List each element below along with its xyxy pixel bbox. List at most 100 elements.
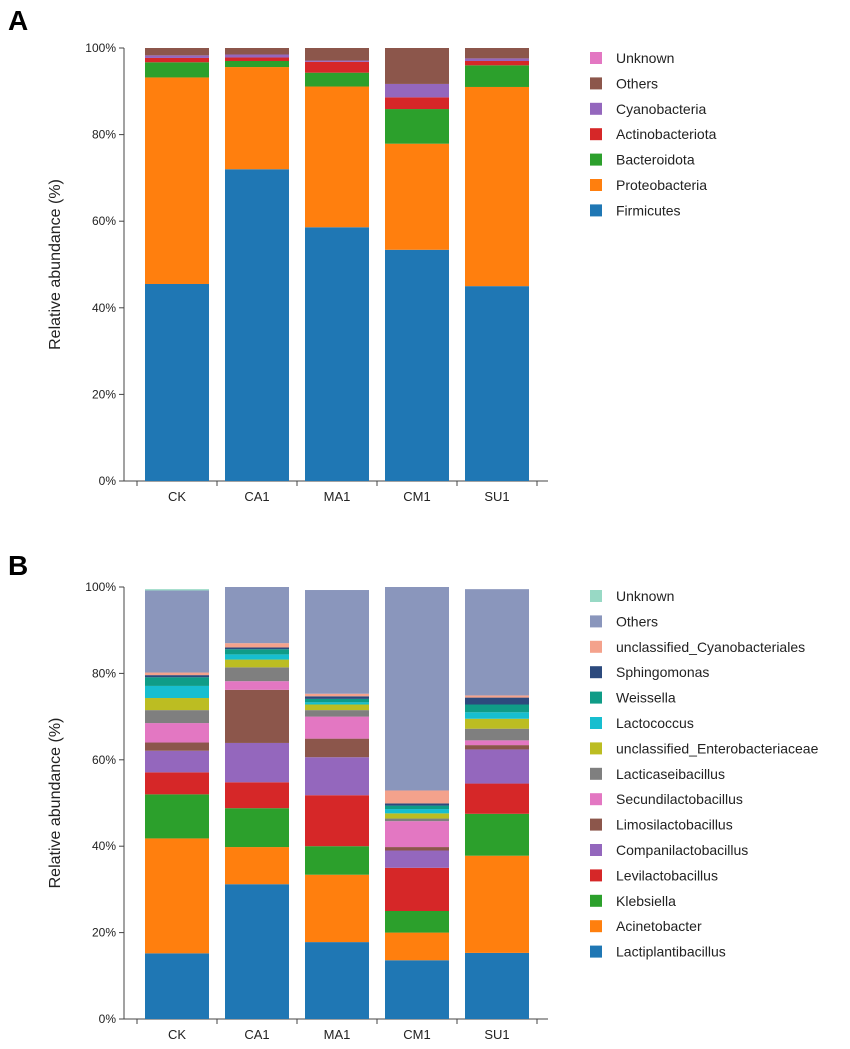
panel-b-bar-segment (225, 667, 289, 682)
panel-b-category-label: CM1 (403, 1027, 430, 1042)
panel-b-bar-segment (145, 590, 209, 673)
panel-a-bar-segment (385, 48, 449, 84)
panel-b-bar-segment (385, 809, 449, 814)
panel-b-bar-segment (305, 704, 369, 711)
panel-b-bar-segment (225, 742, 289, 783)
panel-b-bar-segment (385, 805, 449, 810)
panel-b-letter: B (8, 550, 28, 581)
panel-b-bar-segment (225, 587, 289, 644)
panel-b-legend-label: Companilactobacillus (616, 842, 748, 858)
panel-b-legend-label: Others (616, 613, 658, 629)
panel-b-legend-label: Limosilactobacillus (616, 817, 733, 833)
panel-a-bar-segment (225, 169, 289, 482)
panel-b-bar-segment (225, 847, 289, 885)
panel-b-bar-segment (305, 702, 369, 705)
panel-b-bar-segment (385, 818, 449, 822)
panel-b-bar-segment (385, 847, 449, 851)
panel-b-y-tick-label: 40% (92, 839, 116, 853)
panel-b-bar-segment (225, 647, 289, 650)
panel-b-bar-segment (465, 704, 529, 713)
panel-b-legend-label: Lacticaseibacillus (616, 766, 725, 782)
panel-b-legend-label: Unknown (616, 588, 674, 604)
panel-a-bar-segment (305, 48, 369, 61)
panel-a-bar-segment (145, 55, 209, 58)
panel-b-legend-label: Weissella (616, 690, 676, 706)
panel-a-legend-swatch (590, 204, 602, 217)
panel-b-bar-segment (385, 813, 449, 819)
panel-b-bar-segment (305, 757, 369, 796)
panel-a-legend-swatch (590, 77, 602, 90)
panel-a-legend-label: Bacteroidota (616, 152, 695, 168)
panel-b-bar-segment (225, 689, 289, 743)
panel-a-bar-segment (305, 60, 369, 62)
panel-a-bar-segment (385, 109, 449, 144)
panel-b-bar-segment (465, 712, 529, 719)
panel-b-bar-segment (145, 677, 209, 686)
panel-b-bar-segment (305, 738, 369, 758)
panel-b-bar-segment (305, 710, 369, 717)
panel-b-bar-segment (385, 803, 449, 806)
panel-a-y-axis-title: Relative abundance (%) (47, 179, 64, 350)
panel-b-bar-segment (225, 643, 289, 648)
panel-a-letter: A (8, 5, 28, 36)
panel-b-bar-segment (225, 681, 289, 690)
panel-b-legend-label: Klebsiella (616, 893, 676, 909)
panel-b-bar-segment (225, 782, 289, 809)
panel-a-y-tick-label: 40% (92, 301, 116, 315)
panel-b-bar-segment (145, 742, 209, 751)
panel-b-legend-swatch (590, 691, 602, 704)
panel-b-bar-segment (225, 649, 289, 655)
panel-a-legend-swatch (590, 128, 602, 141)
panel-b-legend-swatch (590, 615, 602, 628)
panel-a-bar-segment (385, 97, 449, 110)
panel-a-bar-segment (145, 48, 209, 56)
panel-b-legend-label: Levilactobacillus (616, 867, 718, 883)
panel-b-bar-segment (385, 911, 449, 933)
panel-b-legend-label: unclassified_Cyanobacteriales (616, 639, 805, 655)
panel-b-bar-segment (145, 710, 209, 724)
panel-b-bar-segment (145, 838, 209, 954)
panel-a-bar-segment (225, 54, 289, 58)
panel-b-y-tick-label: 100% (85, 580, 116, 594)
panel-a-bar-segment (385, 143, 449, 250)
panel-b-y-tick-label: 80% (92, 666, 116, 680)
panel-b-bar-segment (465, 740, 529, 746)
panel-b-bar-segment (145, 750, 209, 773)
panel-b-y-axis-title: Relative abundance (%) (47, 718, 64, 889)
panel-b-bar-segment (145, 953, 209, 1019)
panel-b-bar-segment (305, 846, 369, 875)
panel-a-category-label: CK (168, 489, 186, 504)
panel-a-bar-segment (465, 60, 529, 66)
panel-b-bar-segment (465, 695, 529, 698)
panel-b-bar-segment (305, 795, 369, 847)
panel-b-legend-label: Secundilactobacillus (616, 791, 743, 807)
panel-a-legend-label: Firmicutes (616, 202, 681, 218)
panel-a-bar-segment (145, 57, 209, 63)
panel-a-bar-segment (225, 48, 289, 55)
panel-a-category-label: MA1 (324, 489, 351, 504)
panel-a-legend-label: Actinobacteriota (616, 126, 717, 142)
panel-b-legend-swatch (590, 640, 602, 653)
panel-b-bar-segment (145, 794, 209, 839)
panel-a-bar-segment (465, 86, 529, 287)
panel-b-legend-label: unclassified_Enterobacteriaceae (616, 740, 819, 756)
panel-b-legend-label: Lactococcus (616, 715, 694, 731)
panel-a-legend-label: Proteobacteria (616, 177, 707, 193)
panel-a-bar-segment (225, 60, 289, 68)
panel-b-bar-segment (145, 723, 209, 743)
panel-b-category-label: CA1 (244, 1027, 269, 1042)
panel-a-bar-segment (305, 61, 369, 73)
panel-b-bar-segment (305, 696, 369, 699)
panel-a-bar-segment (305, 227, 369, 481)
panel-b-bar-segment (385, 932, 449, 961)
panel-a-bar-segment (465, 286, 529, 481)
panel-b-bar-segment (305, 590, 369, 694)
panel-a-y-tick-label: 80% (92, 128, 116, 142)
panel-a-bar-segment (465, 48, 529, 59)
panel-b-legend-swatch (590, 590, 602, 602)
panel-b-bar-segment (465, 783, 529, 814)
panel-a-y-tick-label: 20% (92, 387, 116, 401)
panel-a-legend-swatch (590, 52, 602, 64)
panel-b-legend-swatch (590, 717, 602, 729)
